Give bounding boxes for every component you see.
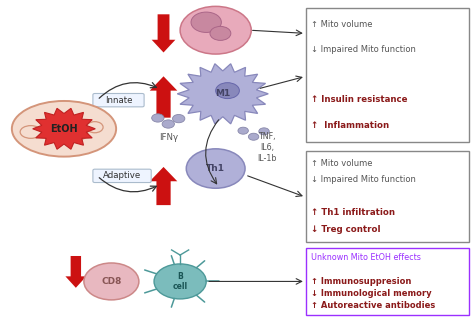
Text: Unknown Mito EtOH effects: Unknown Mito EtOH effects — [311, 253, 421, 262]
Text: Adaptive: Adaptive — [103, 171, 141, 180]
Circle shape — [180, 6, 251, 54]
Polygon shape — [177, 64, 268, 124]
Text: Innate: Innate — [105, 96, 132, 105]
Text: ↑ Insulin resistance: ↑ Insulin resistance — [311, 95, 408, 104]
Text: ↑ Mito volume: ↑ Mito volume — [311, 20, 373, 29]
Circle shape — [186, 149, 245, 188]
Ellipse shape — [45, 131, 64, 142]
Ellipse shape — [69, 127, 88, 140]
Text: ↓ Immunological memory: ↓ Immunological memory — [311, 289, 432, 298]
Text: CD8: CD8 — [101, 277, 121, 286]
Circle shape — [216, 83, 239, 99]
Polygon shape — [33, 108, 95, 149]
Text: ↓ Impaired Mito function: ↓ Impaired Mito function — [311, 45, 416, 54]
FancyArrow shape — [152, 14, 175, 52]
Text: ↑ Immunosuppresion: ↑ Immunosuppresion — [311, 277, 412, 286]
Text: Th1: Th1 — [206, 164, 225, 173]
Text: ↓ Impaired Mito function: ↓ Impaired Mito function — [311, 175, 416, 184]
Circle shape — [154, 264, 206, 299]
Text: EtOH: EtOH — [50, 124, 78, 134]
FancyArrow shape — [65, 256, 86, 288]
Text: ↓ Treg control: ↓ Treg control — [311, 225, 381, 234]
Text: ↑ Mito volume: ↑ Mito volume — [311, 159, 373, 168]
Circle shape — [152, 114, 164, 122]
Text: ↑ Autoreactive antibodies: ↑ Autoreactive antibodies — [311, 301, 436, 310]
Text: ↑  Inflammation: ↑ Inflammation — [311, 121, 390, 130]
Text: M1: M1 — [215, 89, 230, 98]
Circle shape — [191, 12, 221, 32]
Ellipse shape — [20, 126, 42, 138]
Circle shape — [248, 133, 259, 140]
FancyBboxPatch shape — [93, 93, 144, 107]
FancyBboxPatch shape — [306, 248, 469, 315]
Text: B
cell: B cell — [173, 272, 188, 291]
FancyArrow shape — [150, 167, 177, 205]
Circle shape — [84, 263, 139, 300]
Circle shape — [162, 120, 174, 128]
Text: ↑ Th1 infiltration: ↑ Th1 infiltration — [311, 209, 395, 218]
Circle shape — [259, 128, 269, 135]
Circle shape — [210, 26, 231, 40]
Ellipse shape — [12, 101, 116, 157]
FancyBboxPatch shape — [306, 151, 469, 242]
FancyBboxPatch shape — [306, 8, 469, 142]
Circle shape — [173, 114, 185, 123]
Ellipse shape — [86, 122, 103, 133]
Circle shape — [238, 127, 248, 134]
FancyArrow shape — [150, 76, 177, 118]
FancyBboxPatch shape — [93, 169, 151, 183]
Text: IFNγ: IFNγ — [159, 133, 178, 142]
Text: TNF,
IL6,
IL-1b: TNF, IL6, IL-1b — [257, 132, 277, 163]
